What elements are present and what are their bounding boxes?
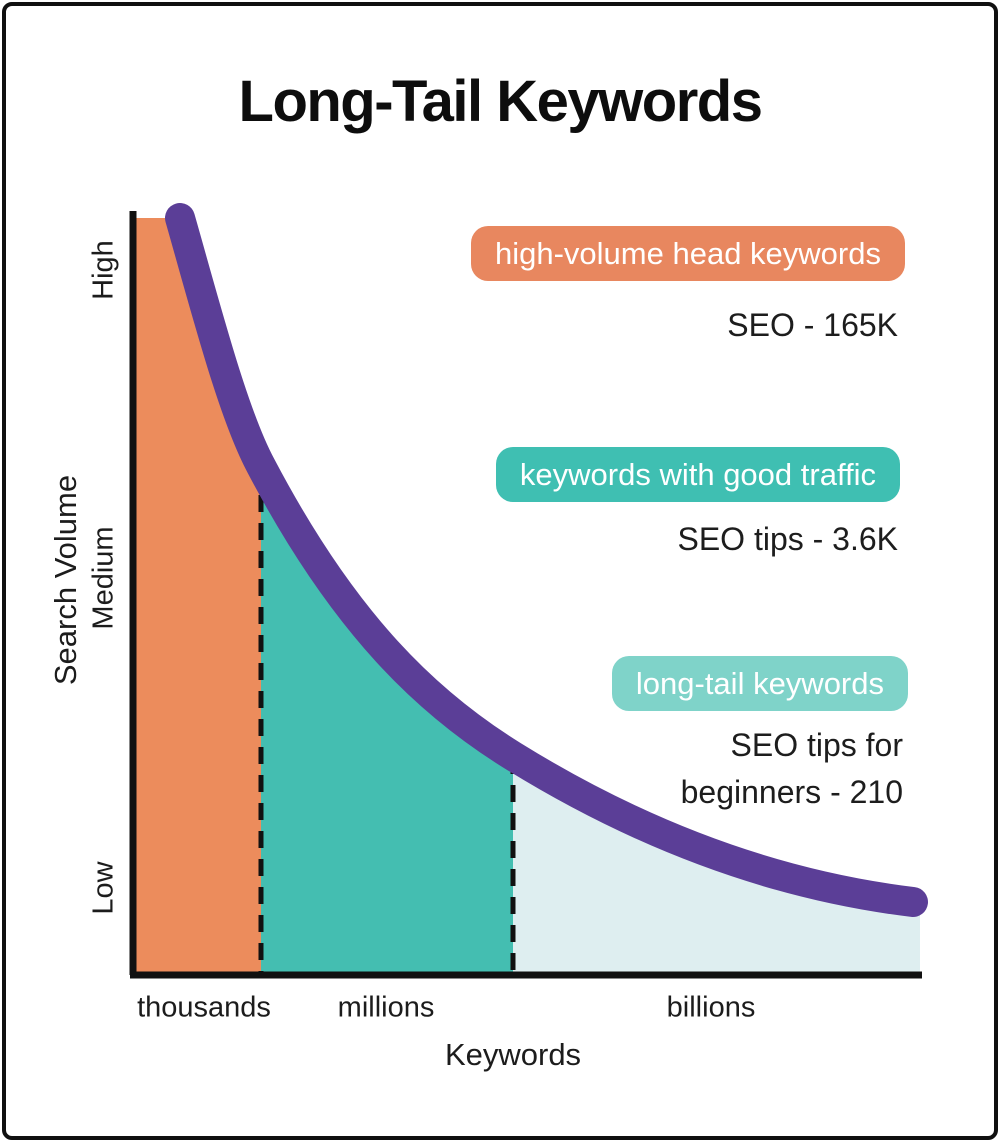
x-axis-title: Keywords	[444, 1037, 582, 1072]
x-tick-millions: millions	[337, 991, 435, 1024]
page-title: Long-Tail Keywords	[238, 69, 763, 134]
badge-head-keywords: high-volume head keywords	[471, 226, 905, 281]
x-tick-billions: billions	[666, 991, 756, 1024]
y-tick-low: Low	[87, 861, 120, 915]
y-tick-medium: Medium	[87, 526, 120, 630]
example-head-keywords: SEO - 165K	[727, 307, 898, 343]
badge-mid-keywords: keywords with good traffic	[495, 447, 900, 502]
example-long-tail-line1: SEO tips for	[730, 727, 904, 763]
y-axis-title: Search Volume	[48, 474, 83, 686]
y-tick-high: High	[87, 240, 120, 300]
badge-long-tail-keywords: long-tail keywords	[611, 656, 908, 711]
x-tick-thousands: thousands	[137, 991, 271, 1024]
region-divider-dashed-lines	[258, 467, 516, 972]
example-long-tail-keywords: SEO tips for beginners - 210	[681, 722, 903, 816]
example-long-tail-line2: beginners - 210	[680, 774, 903, 810]
search-demand-curve	[165, 203, 928, 917]
x-y-axes	[129, 211, 922, 979]
example-mid-keywords: SEO tips - 3.6K	[677, 521, 898, 557]
